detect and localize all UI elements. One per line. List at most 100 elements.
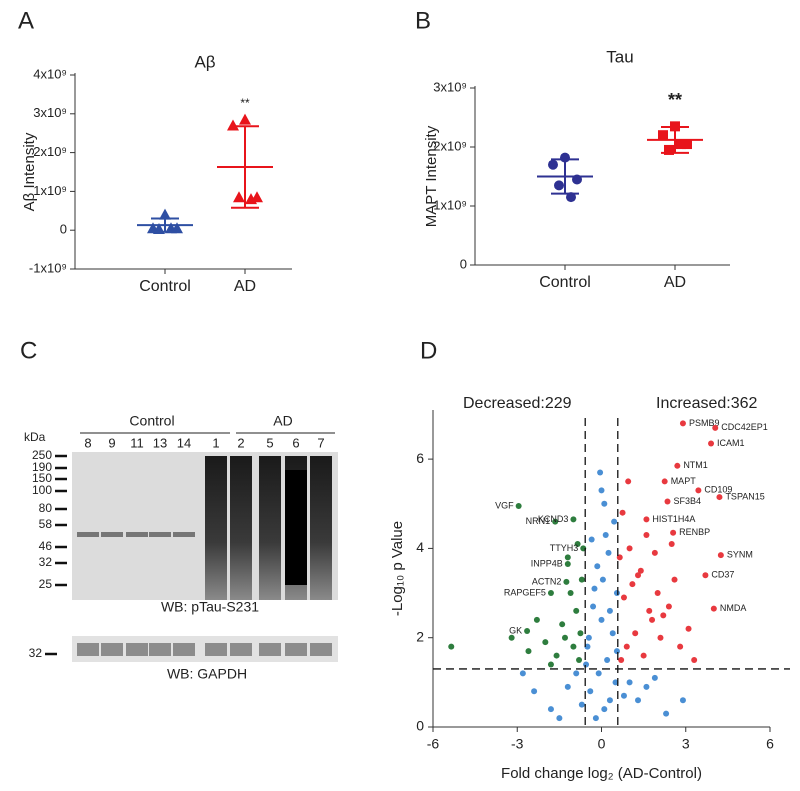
group-label: Control <box>129 413 174 429</box>
marker-label: 58 <box>39 517 53 531</box>
point-label: RAPGEF5 <box>504 587 546 597</box>
data-point <box>674 462 681 469</box>
error-bar <box>151 217 179 233</box>
x-tick-label: -3 <box>511 736 524 752</box>
y-tick-label: -1x10⁹ <box>29 260 67 275</box>
data-point <box>611 518 618 525</box>
data-point <box>695 487 702 494</box>
point-label: MAPT <box>671 476 697 486</box>
data-point <box>547 706 554 713</box>
marker-label: 250 <box>32 448 52 462</box>
data-point <box>595 670 602 677</box>
marker-label: 190 <box>32 460 52 474</box>
data-point <box>629 581 636 588</box>
data-point <box>548 159 558 170</box>
x-tick-label: Control <box>139 278 191 295</box>
data-point <box>602 532 609 539</box>
y-tick-label: 4x10⁹ <box>33 66 67 81</box>
lane-label: 8 <box>84 435 91 450</box>
data-point <box>676 139 686 150</box>
data-point <box>691 657 698 664</box>
data-point <box>570 516 577 523</box>
data-point <box>574 540 581 547</box>
data-point <box>643 516 650 523</box>
data-point <box>612 679 619 686</box>
point-label: TSPAN15 <box>725 491 764 501</box>
data-point <box>570 643 577 650</box>
data-point <box>542 639 549 646</box>
data-point <box>519 670 526 677</box>
data-point <box>658 130 668 141</box>
point-label: ICAM1 <box>717 438 745 448</box>
data-point <box>664 498 671 505</box>
annotation: Decreased:229 <box>463 395 572 412</box>
data-point <box>609 630 616 637</box>
data-point <box>668 540 675 547</box>
data-point <box>712 424 719 431</box>
lane-label: 14 <box>177 435 191 450</box>
data-point <box>165 222 177 234</box>
blot-band <box>173 532 195 537</box>
data-point <box>585 634 592 641</box>
point-label: INPP4B <box>531 558 563 568</box>
data-point <box>708 440 715 447</box>
data-point <box>563 578 570 585</box>
data-point <box>508 634 515 641</box>
data-point <box>665 603 672 610</box>
blot-caption: WB: GAPDH <box>167 666 247 682</box>
lane-label: 2 <box>237 435 244 450</box>
lane-label: 7 <box>317 435 324 450</box>
data-point <box>606 607 613 614</box>
y-tick-label: 6 <box>416 450 424 466</box>
data-point <box>159 208 171 220</box>
data-point <box>613 648 620 655</box>
data-point <box>671 576 678 583</box>
gapdh-strip <box>72 636 338 662</box>
data-point <box>710 605 717 612</box>
data-point <box>716 494 723 501</box>
x-tick-label: -6 <box>427 736 440 752</box>
data-point <box>564 683 571 690</box>
lane-label: 9 <box>108 435 115 450</box>
point-label: CDC42EP1 <box>721 422 768 432</box>
blot-lane <box>205 456 227 600</box>
data-point <box>635 572 642 579</box>
data-point <box>620 594 627 601</box>
lane-label: 6 <box>292 435 299 450</box>
lane-label: 5 <box>266 435 273 450</box>
data-point <box>525 648 532 655</box>
blot-lane <box>259 456 281 600</box>
blot-band <box>126 532 148 537</box>
data-point <box>578 576 585 583</box>
data-point <box>566 192 576 203</box>
data-point <box>564 561 571 568</box>
data-point <box>564 554 571 561</box>
significance: ** <box>668 90 682 110</box>
x-tick-label: 6 <box>766 736 774 752</box>
data-point <box>598 487 605 494</box>
data-point <box>640 652 647 659</box>
point-label: RENBP <box>679 527 710 537</box>
data-point <box>664 144 674 155</box>
data-point <box>654 590 661 597</box>
point-label: SF3B4 <box>673 496 701 506</box>
data-point <box>660 612 667 619</box>
y-tick-label: 3x10⁹ <box>33 105 67 120</box>
chart-title: Tau <box>606 47 633 66</box>
point-label: CD109 <box>704 485 732 495</box>
data-point <box>239 113 251 125</box>
data-point <box>637 567 644 574</box>
data-point <box>524 628 531 635</box>
data-point <box>679 420 686 427</box>
blot-caption: WB: pTau-S231 <box>161 599 259 615</box>
error-bar <box>231 125 259 209</box>
data-point <box>567 590 574 597</box>
data-point <box>576 657 583 664</box>
error-bar <box>551 158 579 195</box>
data-point <box>245 193 257 205</box>
data-point <box>661 478 668 485</box>
data-point <box>618 657 625 664</box>
point-label: ACTN2 <box>532 576 562 586</box>
data-point <box>561 634 568 641</box>
